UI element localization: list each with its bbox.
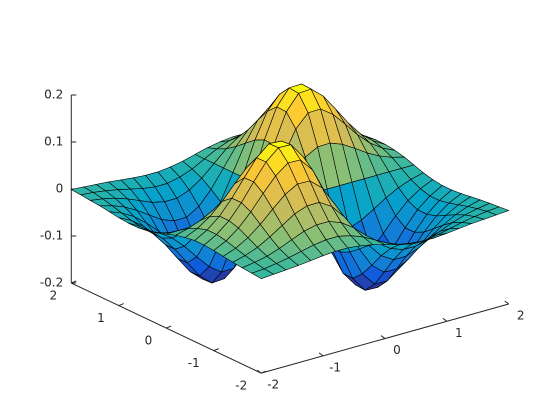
y-tick-label: 2 xyxy=(50,289,58,303)
y-tick-label: 0 xyxy=(145,334,153,348)
y-tick xyxy=(213,348,219,352)
y-tick xyxy=(166,325,172,329)
x-tick-label: 2 xyxy=(517,308,525,322)
y-tick xyxy=(118,303,124,307)
z-tick-label: 0.1 xyxy=(44,135,63,149)
z-tick-label: -0.2 xyxy=(40,276,63,290)
y-tick-label: -2 xyxy=(235,379,247,393)
x-tick xyxy=(380,335,386,339)
surface-facet xyxy=(250,268,275,280)
y-tick-label: 1 xyxy=(97,311,105,325)
z-tick-label: 0 xyxy=(56,182,64,196)
x-tick xyxy=(256,369,262,374)
x-tick xyxy=(442,317,448,322)
y-tick xyxy=(261,370,267,374)
z-tick-label: -0.1 xyxy=(40,229,63,243)
z-tick-label: 0.2 xyxy=(44,88,63,102)
x-tick-label: 1 xyxy=(455,326,463,340)
y-tick-label: -1 xyxy=(188,356,200,370)
y-tick xyxy=(71,280,77,284)
x-tick-label: -1 xyxy=(329,360,341,374)
x-tick xyxy=(504,300,510,305)
x-tick-label: -2 xyxy=(267,378,279,392)
x-tick-label: 0 xyxy=(393,343,401,357)
x-tick xyxy=(318,352,324,357)
